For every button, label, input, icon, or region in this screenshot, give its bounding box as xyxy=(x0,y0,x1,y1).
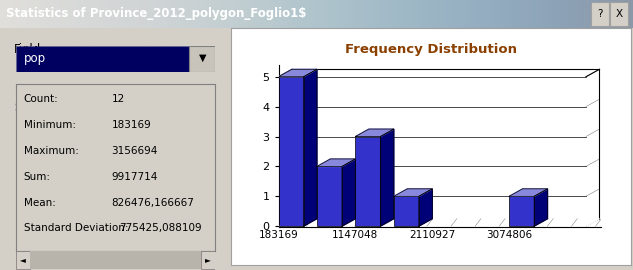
Bar xyxy=(279,77,303,226)
Text: Statistics:: Statistics: xyxy=(14,101,72,114)
Polygon shape xyxy=(355,129,394,137)
Bar xyxy=(16,46,189,72)
Text: 775425,088109: 775425,088109 xyxy=(120,224,202,234)
Polygon shape xyxy=(279,219,599,226)
Text: Sum:: Sum: xyxy=(24,172,51,182)
Polygon shape xyxy=(394,189,432,196)
Bar xyxy=(591,2,609,26)
Polygon shape xyxy=(317,159,355,166)
Text: Mean:: Mean: xyxy=(24,198,56,208)
Polygon shape xyxy=(303,69,317,226)
Text: Statistics of Province_2012_polygon_Foglio1$: Statistics of Province_2012_polygon_Fogl… xyxy=(6,7,307,20)
Text: ◄: ◄ xyxy=(20,255,26,264)
Bar xyxy=(201,251,215,269)
Text: pop: pop xyxy=(24,52,46,65)
Polygon shape xyxy=(534,189,548,226)
Text: 12: 12 xyxy=(111,94,125,104)
Text: Field: Field xyxy=(14,43,41,56)
Bar xyxy=(189,46,215,72)
Text: ▼: ▼ xyxy=(199,53,206,63)
Text: ?: ? xyxy=(598,9,603,19)
Polygon shape xyxy=(419,189,432,226)
Text: ►: ► xyxy=(205,255,211,264)
Text: Count:: Count: xyxy=(24,94,58,104)
Bar xyxy=(509,196,534,226)
Bar xyxy=(317,166,342,226)
Bar xyxy=(355,137,380,226)
Text: 826476,166667: 826476,166667 xyxy=(111,198,194,208)
Text: Standard Deviation:: Standard Deviation: xyxy=(24,224,128,234)
Text: Maximum:: Maximum: xyxy=(24,146,78,156)
Polygon shape xyxy=(279,69,317,77)
Text: X: X xyxy=(615,9,623,19)
Polygon shape xyxy=(380,129,394,226)
Bar xyxy=(610,2,628,26)
Bar xyxy=(30,251,201,269)
Polygon shape xyxy=(342,159,355,226)
Text: 9917714: 9917714 xyxy=(111,172,158,182)
Bar xyxy=(16,251,30,269)
Bar xyxy=(394,196,419,226)
Text: 3156694: 3156694 xyxy=(111,146,158,156)
Text: Frequency Distribution: Frequency Distribution xyxy=(345,42,517,56)
Polygon shape xyxy=(509,189,548,196)
Text: Minimum:: Minimum: xyxy=(24,120,76,130)
Text: 183169: 183169 xyxy=(111,120,151,130)
